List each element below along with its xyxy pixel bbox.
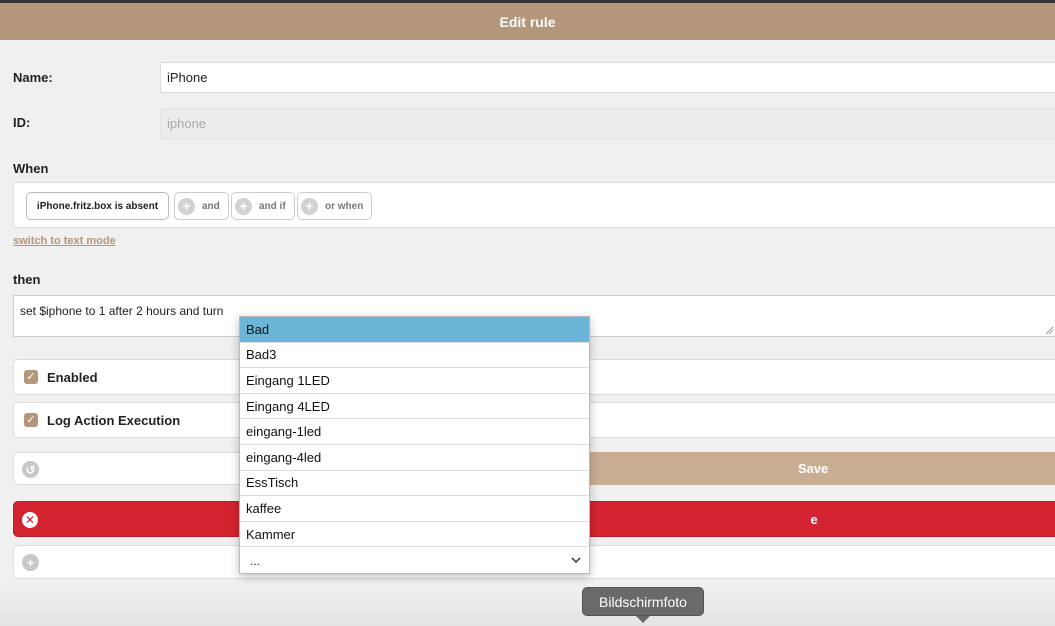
dropdown-item[interactable]: Eingang 4LED [240, 394, 589, 420]
dropdown-item[interactable]: Bad3 [240, 343, 589, 369]
dropdown-item[interactable]: eingang-4led [240, 445, 589, 471]
plus-icon: + [22, 554, 39, 571]
name-label: Name: [13, 70, 53, 85]
save-button[interactable]: Save [588, 452, 1055, 485]
when-conditions: iPhone.fritz.box is absent + and + and i… [13, 182, 1055, 228]
dropdown-item[interactable]: Kammer [240, 522, 589, 548]
revert-button[interactable]: ↺ [13, 452, 240, 485]
name-field[interactable]: iPhone [160, 62, 1055, 93]
id-field: iphone [160, 108, 1055, 139]
add-or-when-label: or when [325, 200, 364, 212]
chevron-down-icon [571, 557, 581, 564]
tooltip-arrow [636, 616, 650, 623]
add-or-when-button[interactable]: + or when [297, 192, 373, 220]
switch-text-mode-link[interactable]: switch to text mode [13, 235, 116, 247]
plus-icon: + [235, 197, 252, 215]
plus-icon: + [301, 197, 318, 215]
page-header: Edit rule [0, 3, 1055, 40]
delete-label: e [810, 511, 818, 527]
dropdown-item[interactable]: Eingang 1LED [240, 368, 589, 394]
when-label: When [13, 161, 49, 176]
add-and-if-label: and if [259, 200, 286, 212]
close-icon: ✕ [22, 512, 38, 528]
bottom-area [0, 588, 1055, 626]
id-label: ID: [13, 115, 31, 130]
dropdown-item[interactable]: kaffee [240, 496, 589, 522]
tooltip: Bildschirmfoto [582, 587, 704, 616]
condition-text: iPhone.fritz.box is absent [36, 200, 159, 212]
dropdown-item[interactable]: EssTisch [240, 471, 589, 497]
resize-grip-icon[interactable] [1045, 326, 1053, 334]
id-value: iphone [167, 116, 207, 131]
window-top-border [0, 0, 1055, 3]
undo-icon: ↺ [22, 461, 39, 478]
check-icon: ✓ [24, 370, 38, 384]
condition-chip[interactable]: iPhone.fritz.box is absent [26, 192, 169, 220]
tooltip-text: Bildschirmfoto [599, 593, 687, 610]
then-text: set $iphone to 1 after 2 hours and turn [20, 304, 224, 318]
enabled-label: Enabled [47, 369, 98, 385]
add-and-if-button[interactable]: + and if [231, 192, 295, 220]
dropdown-more-label: ... [250, 553, 261, 568]
dropdown-item[interactable]: eingang-1led [240, 419, 589, 445]
name-value: iPhone [167, 70, 208, 85]
page-title: Edit rule [499, 13, 556, 30]
action-buttons: ↺ Save [13, 452, 1055, 485]
add-and-button[interactable]: + and [174, 192, 229, 220]
autocomplete-dropdown: Bad Bad3 Eingang 1LED Eingang 4LED einga… [239, 316, 590, 574]
dropdown-item[interactable]: Bad [240, 317, 589, 343]
save-label: Save [797, 461, 829, 476]
log-action-label: Log Action Execution [47, 412, 181, 428]
plus-icon: + [178, 197, 195, 215]
check-icon: ✓ [24, 413, 38, 427]
add-and-label: and [202, 200, 220, 212]
then-label: then [13, 272, 41, 287]
dropdown-more-select[interactable]: ... [240, 547, 589, 574]
